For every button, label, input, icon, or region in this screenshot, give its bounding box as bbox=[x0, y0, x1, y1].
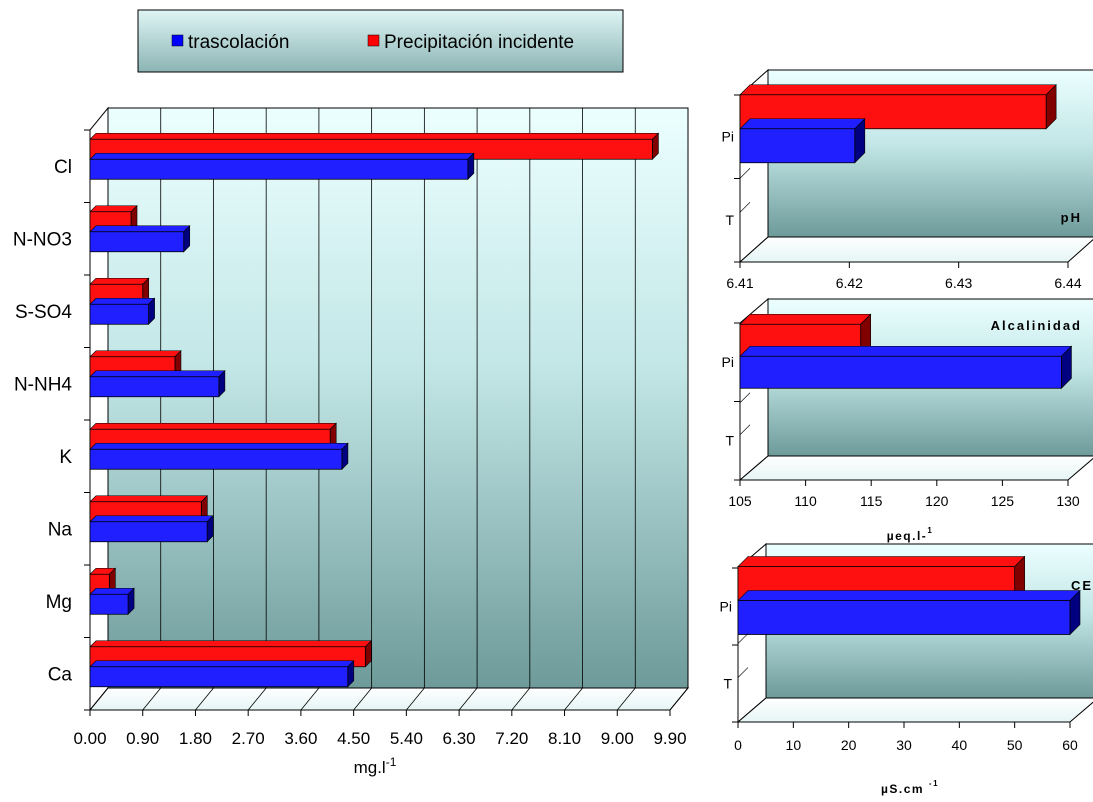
gridline-floor bbox=[247, 687, 267, 711]
category-label: Mg bbox=[46, 592, 72, 613]
gridline-floor bbox=[300, 687, 320, 711]
bar-trascolacion bbox=[89, 370, 226, 398]
x-tick-label: 30 bbox=[896, 737, 912, 753]
x-tick-label: 6.41 bbox=[726, 275, 753, 291]
panel-title: Alcalinidad bbox=[991, 318, 1082, 333]
x-tick-label: 9.00 bbox=[601, 729, 634, 748]
x-tick-label: 6.42 bbox=[836, 275, 863, 291]
bar-precipitacion bbox=[739, 392, 751, 403]
category-label: N-NO3 bbox=[13, 229, 72, 250]
x-tick-label: 4.50 bbox=[337, 729, 370, 748]
x-tick-label: 0 bbox=[734, 737, 742, 753]
x-tick-label: 130 bbox=[1056, 493, 1080, 509]
x-tick-label: 6.44 bbox=[1054, 275, 1081, 291]
x-tick-label: 6.43 bbox=[945, 275, 972, 291]
category-label: Na bbox=[48, 519, 73, 540]
category-label: Cl bbox=[54, 157, 72, 178]
category-label: Ca bbox=[48, 664, 73, 685]
legend-swatch-precipitacion bbox=[367, 34, 380, 47]
gridline-floor bbox=[564, 687, 583, 711]
x-axis-label: µeq.l-1 bbox=[887, 526, 934, 543]
bar-trascolacion bbox=[89, 225, 191, 253]
bar-trascolacion bbox=[739, 345, 1073, 389]
x-tick-label: 2.70 bbox=[232, 729, 265, 748]
main-back-wall bbox=[107, 107, 689, 689]
category-label: T bbox=[725, 433, 734, 449]
x-tick-label: 5.40 bbox=[390, 729, 423, 748]
legend: trascolación Precipitación incidente bbox=[137, 9, 624, 73]
category-label: S-SO4 bbox=[15, 302, 72, 323]
gridline-floor bbox=[195, 687, 214, 711]
category-label: N-NH4 bbox=[14, 374, 72, 395]
category-label: T bbox=[725, 212, 734, 228]
legend-label-trascolacion: trascolación bbox=[188, 32, 289, 53]
main-side-wall bbox=[89, 106, 109, 712]
ph-floor bbox=[738, 236, 1093, 263]
category-label: Pi bbox=[722, 354, 734, 370]
alcalinidad-chart: 105 110 115 120 125 130 Pi T Alcalinidad µeq.l-1 bbox=[722, 297, 1093, 543]
legend-swatch-trascolacion bbox=[171, 34, 184, 47]
x-axis-label: µS.cm -1 bbox=[881, 779, 939, 796]
legend-label-precipitacion: Precipitación incidente bbox=[384, 32, 574, 53]
x-tick-label: 40 bbox=[952, 737, 968, 753]
main-floor bbox=[88, 687, 690, 711]
x-tick-label: 105 bbox=[728, 493, 752, 509]
main-chart: 0.00 0.90 1.80 2.70 3.60 4.50 5.40 6.30 7.20 8.10… bbox=[13, 106, 690, 777]
gridline-floor bbox=[669, 687, 689, 711]
bar-trascolacion bbox=[89, 297, 156, 325]
x-tick-label: 6.30 bbox=[443, 729, 476, 748]
bar-trascolacion bbox=[737, 589, 1081, 636]
gridline-floor bbox=[406, 687, 425, 711]
gridline-floor bbox=[458, 687, 478, 711]
category-label: Pi bbox=[720, 598, 732, 614]
x-tick-label: 7.20 bbox=[495, 729, 528, 748]
x-tick-label: 8.10 bbox=[548, 729, 581, 748]
x-tick-label: 0.00 bbox=[73, 729, 106, 748]
x-tick-label: 3.60 bbox=[284, 729, 317, 748]
panel-title: pH bbox=[1061, 210, 1082, 225]
category-label: T bbox=[723, 675, 732, 691]
panel-title: CE bbox=[1071, 578, 1093, 593]
gridline-floor bbox=[616, 687, 636, 711]
gridline-floor bbox=[511, 687, 531, 711]
x-tick-label: 115 bbox=[860, 493, 883, 509]
x-tick-label: 20 bbox=[841, 737, 857, 753]
x-tick-label: 110 bbox=[794, 493, 817, 509]
gridline-floor bbox=[353, 687, 372, 711]
bar-trascolacion bbox=[89, 515, 214, 543]
legend-box bbox=[137, 9, 624, 73]
gridline-floor bbox=[142, 687, 162, 711]
bar-trascolacion bbox=[89, 442, 349, 470]
x-axis-label: mg.l-1 bbox=[354, 755, 397, 777]
bar-trascolacion bbox=[89, 660, 355, 688]
bar-trascolacion bbox=[739, 118, 866, 164]
bar-precipitacion bbox=[739, 168, 751, 179]
x-tick-label: 125 bbox=[991, 493, 1015, 509]
x-tick-label: 120 bbox=[925, 493, 949, 509]
x-tick-label: 60 bbox=[1062, 737, 1078, 753]
x-tick-label: 50 bbox=[1007, 737, 1023, 753]
bar-trascolacion bbox=[739, 202, 751, 213]
ph-chart: 6.41 6.42 6.43 6.44 Pi T pH bbox=[722, 68, 1093, 291]
ce-chart: 0 10 20 30 40 50 60 Pi T CE µS.cm -1 bbox=[720, 542, 1093, 796]
x-tick-label: 0.90 bbox=[126, 729, 159, 748]
bar-precipitacion bbox=[737, 633, 749, 644]
x-tick-label: 10 bbox=[786, 737, 802, 753]
category-label: Pi bbox=[722, 129, 734, 145]
category-label: K bbox=[59, 447, 72, 468]
bar-trascolacion bbox=[737, 667, 749, 678]
alcalinidad-floor bbox=[738, 455, 1093, 481]
x-tick-label: 1.80 bbox=[179, 729, 212, 748]
bar-trascolacion bbox=[739, 424, 751, 435]
bar-trascolacion bbox=[89, 152, 475, 180]
x-tick-label: 9.90 bbox=[653, 729, 686, 748]
ce-floor bbox=[736, 697, 1093, 723]
bar-trascolacion bbox=[89, 587, 135, 615]
